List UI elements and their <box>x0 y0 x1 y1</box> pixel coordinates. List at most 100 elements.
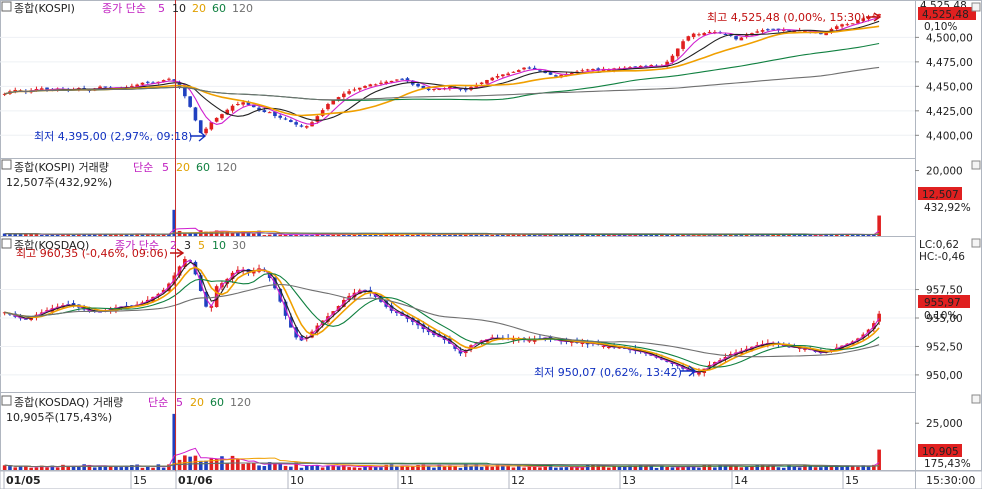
volume-bar <box>490 234 495 236</box>
candle-body <box>167 78 171 80</box>
candle-body <box>723 33 728 35</box>
volume-bar <box>357 467 362 470</box>
volume-bar <box>554 234 558 236</box>
volume-bar <box>82 234 86 236</box>
volume-bar <box>257 465 261 470</box>
candle-body <box>220 114 224 119</box>
candle-body <box>469 345 473 349</box>
volume-bar <box>479 466 484 470</box>
collapse-box-icon[interactable] <box>1 238 12 249</box>
panel-frames <box>0 0 982 471</box>
candle-body <box>145 81 150 83</box>
volume-bar <box>220 231 224 236</box>
expand-icon[interactable] <box>971 2 981 12</box>
volume-bar <box>771 464 775 470</box>
candle-body <box>347 91 351 94</box>
volume-bar <box>331 234 336 236</box>
expand-icon[interactable] <box>971 160 981 170</box>
expand-icon[interactable] <box>971 238 981 248</box>
candle-body <box>352 89 357 91</box>
candle-body <box>140 82 145 85</box>
volume-bar <box>278 462 283 470</box>
volume-bar <box>246 463 251 470</box>
volume-bar <box>384 464 389 470</box>
volume-bar <box>638 464 643 470</box>
volume-bar <box>744 467 749 470</box>
volume-bar <box>644 234 648 236</box>
candle-body <box>34 88 39 91</box>
candle-body <box>400 78 404 80</box>
volume-bar <box>840 234 844 236</box>
collapse-box-icon[interactable] <box>1 1 12 12</box>
x-tick-label: 13 <box>622 474 636 487</box>
volume-bar <box>55 467 60 470</box>
volume-bar <box>342 234 346 236</box>
high-arrow-icon <box>170 248 185 258</box>
volume-average-line <box>4 462 880 468</box>
volume-bar <box>681 467 685 470</box>
volume-bar <box>108 234 113 236</box>
volume-bar <box>39 234 44 236</box>
candle-body <box>241 102 245 105</box>
volume-bar <box>532 234 537 236</box>
volume-bar <box>236 459 240 470</box>
collapse-box-icon[interactable] <box>1 159 12 170</box>
kosdaq-current-box: LC:0,62 HC:-0,46 955,97 0,10% <box>918 239 970 322</box>
candle-body <box>98 86 102 90</box>
candle-body <box>644 65 648 67</box>
candle-body <box>585 343 590 345</box>
volume-bar <box>156 234 161 236</box>
x-tick-label: 15 <box>845 474 859 487</box>
candle-body <box>294 122 298 125</box>
kosdaq-low-annotation: 최저 950,07 (0,62%, 13:42) <box>534 365 697 379</box>
volume-bar <box>416 234 420 236</box>
candle-body <box>850 23 855 25</box>
volume-bar <box>145 467 150 470</box>
y-tick-label: 4,500,00 <box>926 32 973 44</box>
kosdaq-price-panel <box>0 256 915 377</box>
volume-bar <box>8 234 12 236</box>
candle-body <box>373 84 378 86</box>
candle-body <box>130 85 134 87</box>
y-tick-label: 25,000 <box>926 418 963 430</box>
current-value-box <box>918 7 976 20</box>
volume-bar <box>453 465 457 470</box>
candle-body <box>755 31 760 33</box>
volume-bar <box>161 467 166 470</box>
expand-icon[interactable] <box>971 394 981 404</box>
volume-bar <box>617 466 622 470</box>
volume-bar <box>776 234 781 236</box>
volume-bar <box>845 465 850 470</box>
volume-bar <box>55 234 60 236</box>
candle-body <box>458 88 463 90</box>
volume-bar <box>760 464 765 470</box>
moving-average-line <box>4 25 880 117</box>
y-tick-label: 4,450,00 <box>926 81 973 93</box>
kosdaq-vol-legend-p60: 60 <box>210 396 224 409</box>
candle-body <box>267 112 272 114</box>
candle-body <box>368 84 373 87</box>
volume-bar <box>437 233 442 236</box>
volume-bar <box>368 235 373 236</box>
candle-body <box>357 290 362 294</box>
volume-bar <box>124 233 129 236</box>
volume-bar <box>442 466 447 470</box>
volume-bar <box>686 465 691 470</box>
kospi-low-annotation: 최저 4,395,00 (2,97%, 09:18) <box>34 130 207 143</box>
volume-bar <box>813 467 818 470</box>
volume-bar <box>71 234 76 236</box>
volume-bar <box>485 465 489 470</box>
volume-bar <box>569 467 574 470</box>
candle-body <box>511 71 516 73</box>
volume-bar <box>426 235 431 236</box>
volume-bar <box>675 234 680 236</box>
candle-body <box>278 115 283 118</box>
x-tick-label: 10 <box>290 474 304 487</box>
collapse-box-icon[interactable] <box>1 395 12 406</box>
candle-body <box>151 82 155 84</box>
volume-bar <box>135 464 139 470</box>
candle-body <box>585 69 590 71</box>
volume-bar <box>856 466 860 470</box>
candle-body <box>2 93 7 95</box>
volume-bar <box>559 467 563 470</box>
